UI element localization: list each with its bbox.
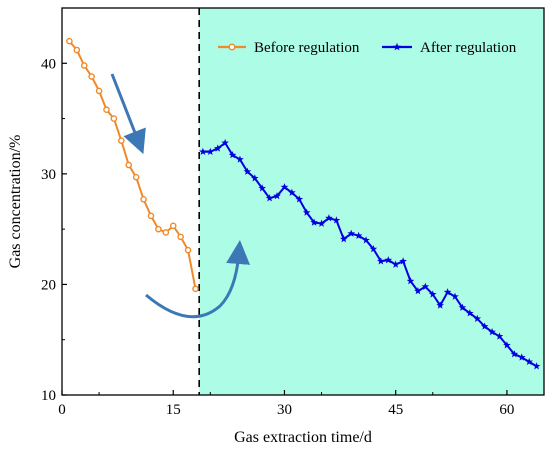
data-point-1-8	[258, 184, 267, 192]
legend-marker-after-regulation	[393, 42, 401, 51]
data-point-1-29	[414, 287, 422, 295]
data-point-0-3	[88, 73, 95, 80]
data-point-1-38	[480, 322, 489, 330]
data-point-1-7	[251, 174, 259, 182]
data-point-0-7	[118, 137, 125, 144]
data-point-1-11	[280, 183, 289, 191]
data-point-1-5	[236, 155, 244, 163]
data-point-1-33	[443, 288, 452, 296]
legend: Before regulation After regulation	[218, 40, 517, 56]
data-point-1-26	[391, 260, 400, 268]
data-point-1-45	[532, 362, 541, 370]
data-point-1-21	[354, 231, 363, 240]
data-point-1-31	[428, 290, 437, 298]
x-tick-label: 60	[499, 402, 514, 418]
data-point-1-9	[265, 194, 274, 202]
data-point-1-42	[510, 350, 519, 358]
data-point-1-28	[406, 277, 415, 285]
data-point-1-0	[199, 147, 207, 155]
data-point-1-15	[310, 218, 318, 226]
data-point-1-41	[503, 341, 511, 349]
data-point-1-24	[377, 257, 385, 265]
legend-label-before-regulation: Before regulation	[254, 40, 360, 56]
data-point-1-40	[495, 332, 504, 340]
data-point-1-4	[228, 151, 237, 159]
legend-marker-before-regulation	[228, 43, 236, 51]
data-point-1-43	[517, 353, 526, 361]
data-point-1-34	[451, 292, 459, 300]
data-point-1-13	[295, 195, 304, 203]
x-axis-title: Gas extraction time/d	[234, 429, 372, 446]
data-point-1-39	[488, 327, 496, 336]
data-point-1-10	[273, 191, 281, 200]
data-point-0-4	[95, 87, 103, 95]
series-line-0	[68, 40, 197, 290]
x-tick-label: 30	[277, 402, 292, 418]
after-regulation-shaded-region	[199, 8, 544, 395]
data-point-1-6	[243, 167, 252, 175]
data-point-1-35	[458, 303, 467, 311]
data-point-0-13	[162, 229, 170, 236]
data-point-0-15	[177, 233, 184, 241]
series-line-1	[202, 141, 538, 368]
y-tick-label: 20	[41, 277, 56, 293]
y-axis-title: Gas concentration/%	[7, 135, 24, 269]
data-point-1-1	[206, 147, 215, 155]
data-point-0-5	[103, 106, 110, 114]
downward-trend-arrow	[110, 73, 146, 155]
data-point-0-6	[110, 115, 118, 122]
data-point-0-16	[184, 246, 192, 254]
data-point-0-8	[125, 161, 133, 169]
y-tick-label: 30	[41, 167, 56, 183]
data-point-1-3	[221, 138, 229, 147]
data-point-0-0	[66, 37, 73, 45]
data-point-1-20	[347, 229, 355, 237]
y-tick-label: 10	[41, 388, 56, 404]
y-tick-label: 40	[41, 56, 56, 72]
x-tick-label: 0	[58, 402, 66, 418]
data-point-0-14	[169, 222, 177, 230]
data-point-0-12	[155, 225, 162, 233]
x-tick-label: 45	[388, 402, 403, 418]
data-point-1-37	[473, 314, 482, 322]
data-point-1-16	[317, 219, 326, 227]
plot-frame	[61, 7, 545, 396]
legend-label-after-regulation: After regulation	[420, 40, 517, 56]
data-point-0-2	[80, 62, 88, 69]
data-point-1-27	[399, 257, 407, 265]
series-layer	[66, 37, 541, 370]
data-point-1-23	[369, 245, 378, 253]
data-point-1-19	[339, 235, 348, 243]
data-point-1-14	[302, 208, 311, 216]
data-point-1-44	[525, 357, 533, 366]
data-point-1-18	[332, 216, 341, 224]
axis-ticks: 0 15 30 45 60 10 20 30 40	[41, 56, 514, 418]
data-point-1-32	[436, 301, 444, 309]
data-point-0-11	[147, 212, 155, 220]
data-point-1-17	[325, 214, 333, 222]
data-point-1-12	[288, 188, 296, 196]
data-point-1-22	[362, 236, 370, 244]
data-point-0-1	[73, 46, 81, 54]
turnaround-curved-arrow	[145, 240, 251, 319]
data-point-0-9	[132, 173, 140, 181]
data-point-1-25	[384, 256, 393, 264]
trend-annotations	[110, 73, 251, 319]
x-tick-label: 15	[166, 402, 181, 418]
data-point-0-17	[192, 285, 199, 293]
data-point-1-30	[421, 282, 430, 290]
data-point-1-2	[213, 144, 222, 152]
data-point-0-10	[140, 195, 147, 203]
data-point-1-36	[466, 309, 474, 317]
